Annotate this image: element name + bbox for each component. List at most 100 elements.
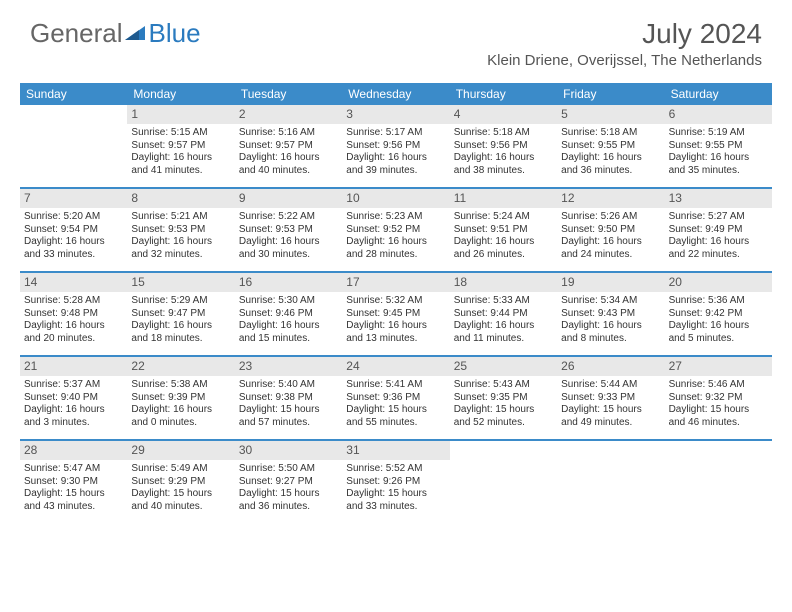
- sunset-text: Sunset: 9:51 PM: [454, 224, 553, 237]
- sunset-text: Sunset: 9:35 PM: [454, 392, 553, 405]
- sunrise-text: Sunrise: 5:24 AM: [454, 211, 553, 224]
- sunrise-text: Sunrise: 5:23 AM: [346, 211, 445, 224]
- calendar-cell: 10Sunrise: 5:23 AMSunset: 9:52 PMDayligh…: [342, 189, 449, 271]
- day-number: 31: [342, 441, 449, 460]
- day-number: 21: [20, 357, 127, 376]
- daylight-text: Daylight: 16 hours and 8 minutes.: [561, 320, 660, 345]
- calendar-cell: 12Sunrise: 5:26 AMSunset: 9:50 PMDayligh…: [557, 189, 664, 271]
- day-header: Saturday: [665, 83, 772, 105]
- calendar-cell: [557, 441, 664, 523]
- sunset-text: Sunset: 9:56 PM: [346, 140, 445, 153]
- day-number: 2: [235, 105, 342, 124]
- calendar-cell: 3Sunrise: 5:17 AMSunset: 9:56 PMDaylight…: [342, 105, 449, 187]
- daylight-text: Daylight: 16 hours and 3 minutes.: [24, 404, 123, 429]
- daylight-text: Daylight: 16 hours and 32 minutes.: [131, 236, 230, 261]
- calendar-cell: 25Sunrise: 5:43 AMSunset: 9:35 PMDayligh…: [450, 357, 557, 439]
- sunrise-text: Sunrise: 5:40 AM: [239, 379, 338, 392]
- daylight-text: Daylight: 16 hours and 40 minutes.: [239, 152, 338, 177]
- daylight-text: Daylight: 16 hours and 15 minutes.: [239, 320, 338, 345]
- calendar-cell: 24Sunrise: 5:41 AMSunset: 9:36 PMDayligh…: [342, 357, 449, 439]
- daylight-text: Daylight: 16 hours and 5 minutes.: [669, 320, 768, 345]
- day-number: 30: [235, 441, 342, 460]
- day-number: 10: [342, 189, 449, 208]
- calendar-cell: 27Sunrise: 5:46 AMSunset: 9:32 PMDayligh…: [665, 357, 772, 439]
- sunrise-text: Sunrise: 5:26 AM: [561, 211, 660, 224]
- calendar-cell: 7Sunrise: 5:20 AMSunset: 9:54 PMDaylight…: [20, 189, 127, 271]
- daylight-text: Daylight: 15 hours and 57 minutes.: [239, 404, 338, 429]
- sunrise-text: Sunrise: 5:37 AM: [24, 379, 123, 392]
- day-header: Friday: [557, 83, 664, 105]
- sunset-text: Sunset: 9:27 PM: [239, 476, 338, 489]
- sunset-text: Sunset: 9:48 PM: [24, 308, 123, 321]
- day-number: 4: [450, 105, 557, 124]
- calendar-cell: 18Sunrise: 5:33 AMSunset: 9:44 PMDayligh…: [450, 273, 557, 355]
- sunset-text: Sunset: 9:26 PM: [346, 476, 445, 489]
- calendar-cell: 23Sunrise: 5:40 AMSunset: 9:38 PMDayligh…: [235, 357, 342, 439]
- sunrise-text: Sunrise: 5:30 AM: [239, 295, 338, 308]
- day-number: 9: [235, 189, 342, 208]
- calendar-cell: 21 Sunrise: 5:37 AMSunset: 9:40 PMDayligh…: [20, 357, 127, 439]
- daylight-text: Daylight: 15 hours and 36 minutes.: [239, 488, 338, 513]
- day-number: 24: [342, 357, 449, 376]
- sunset-text: Sunset: 9:29 PM: [131, 476, 230, 489]
- calendar-cell: 26Sunrise: 5:44 AMSunset: 9:33 PMDayligh…: [557, 357, 664, 439]
- day-number: 20: [665, 273, 772, 292]
- daylight-text: Daylight: 16 hours and 18 minutes.: [131, 320, 230, 345]
- daylight-text: Daylight: 15 hours and 52 minutes.: [454, 404, 553, 429]
- calendar-cell: 4Sunrise: 5:18 AMSunset: 9:56 PMDaylight…: [450, 105, 557, 187]
- location-text: Klein Driene, Overijssel, The Netherland…: [487, 52, 762, 69]
- calendar-cell: 31Sunrise: 5:52 AMSunset: 9:26 PMDayligh…: [342, 441, 449, 523]
- daylight-text: Daylight: 15 hours and 33 minutes.: [346, 488, 445, 513]
- calendar-cell: 6Sunrise: 5:19 AMSunset: 9:55 PMDaylight…: [665, 105, 772, 187]
- sunset-text: Sunset: 9:54 PM: [24, 224, 123, 237]
- sunset-text: Sunset: 9:56 PM: [454, 140, 553, 153]
- day-number: 1: [127, 105, 234, 124]
- day-number: 17: [342, 273, 449, 292]
- daylight-text: Daylight: 15 hours and 49 minutes.: [561, 404, 660, 429]
- sunrise-text: Sunrise: 5:16 AM: [239, 127, 338, 140]
- daylight-text: Daylight: 16 hours and 28 minutes.: [346, 236, 445, 261]
- sunrise-text: Sunrise: 5:46 AM: [669, 379, 768, 392]
- calendar-cell: 15Sunrise: 5:29 AMSunset: 9:47 PMDayligh…: [127, 273, 234, 355]
- calendar-cell: 14Sunrise: 5:28 AMSunset: 9:48 PMDayligh…: [20, 273, 127, 355]
- sunset-text: Sunset: 9:33 PM: [561, 392, 660, 405]
- sunrise-text: Sunrise: 5:43 AM: [454, 379, 553, 392]
- sunset-text: Sunset: 9:47 PM: [131, 308, 230, 321]
- sunrise-text: Sunrise: 5:49 AM: [131, 463, 230, 476]
- daylight-text: Daylight: 16 hours and 11 minutes.: [454, 320, 553, 345]
- sunset-text: Sunset: 9:40 PM: [24, 392, 123, 405]
- sunrise-text: Sunrise: 5:17 AM: [346, 127, 445, 140]
- day-number: 15: [127, 273, 234, 292]
- day-header: Monday: [127, 83, 234, 105]
- sunset-text: Sunset: 9:45 PM: [346, 308, 445, 321]
- sunrise-text: Sunrise: 5:20 AM: [24, 211, 123, 224]
- daylight-text: Daylight: 16 hours and 38 minutes.: [454, 152, 553, 177]
- calendar-cell: 22Sunrise: 5:38 AMSunset: 9:39 PMDayligh…: [127, 357, 234, 439]
- day-number: 16: [235, 273, 342, 292]
- daylight-text: Daylight: 15 hours and 46 minutes.: [669, 404, 768, 429]
- header-right: July 2024 Klein Driene, Overijssel, The …: [487, 18, 762, 69]
- day-number: 8: [127, 189, 234, 208]
- day-number: 26: [557, 357, 664, 376]
- sunset-text: Sunset: 9:44 PM: [454, 308, 553, 321]
- calendar-cell: 17Sunrise: 5:32 AMSunset: 9:45 PMDayligh…: [342, 273, 449, 355]
- sunrise-text: Sunrise: 5:32 AM: [346, 295, 445, 308]
- calendar-cell: 11Sunrise: 5:24 AMSunset: 9:51 PMDayligh…: [450, 189, 557, 271]
- day-number: 5: [557, 105, 664, 124]
- calendar-cell: [20, 105, 127, 187]
- sunset-text: Sunset: 9:36 PM: [346, 392, 445, 405]
- calendar-cell: 30Sunrise: 5:50 AMSunset: 9:27 PMDayligh…: [235, 441, 342, 523]
- sunset-text: Sunset: 9:50 PM: [561, 224, 660, 237]
- day-number: 14: [20, 273, 127, 292]
- sunrise-text: Sunrise: 5:22 AM: [239, 211, 338, 224]
- daylight-text: Daylight: 16 hours and 22 minutes.: [669, 236, 768, 261]
- daylight-text: Daylight: 16 hours and 41 minutes.: [131, 152, 230, 177]
- daylight-text: Daylight: 16 hours and 30 minutes.: [239, 236, 338, 261]
- month-title: July 2024: [487, 18, 762, 50]
- calendar-cell: 28Sunrise: 5:47 AMSunset: 9:30 PMDayligh…: [20, 441, 127, 523]
- day-number: 13: [665, 189, 772, 208]
- daylight-text: Daylight: 16 hours and 35 minutes.: [669, 152, 768, 177]
- daylight-text: Daylight: 15 hours and 43 minutes.: [24, 488, 123, 513]
- sunrise-text: Sunrise: 5:28 AM: [24, 295, 123, 308]
- page-header: General Blue July 2024 Klein Driene, Ove…: [0, 0, 792, 75]
